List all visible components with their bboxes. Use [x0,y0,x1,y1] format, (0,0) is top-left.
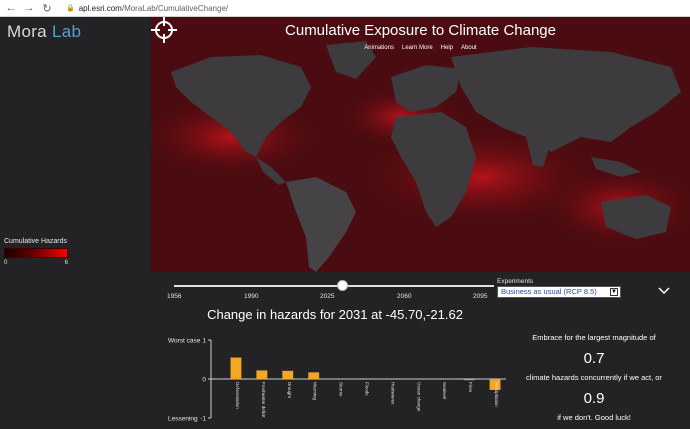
bar-drought [282,370,294,379]
summary-line-1: Embrace for the largest magnitude of [532,333,656,342]
africa-land [391,112,476,227]
category-label: Floods [365,382,370,396]
year-tick: 1990 [244,293,259,300]
north-america-land [171,55,311,157]
summary-value-act: 0.7 [583,350,605,367]
forward-arrow-icon[interactable]: → [23,2,35,14]
bar-precipitation [489,379,501,390]
year-tick: 2025 [320,293,335,300]
reload-icon[interactable]: ↻ [42,2,52,15]
url-host: apl.esri.com [78,3,122,13]
worst-case-label: Worst case [168,338,201,345]
year-slider-handle[interactable] [337,280,348,291]
greenland-land [326,41,376,79]
bar-warming [308,372,320,379]
crosshair-icon[interactable] [151,17,177,43]
lock-icon: 🔒 [66,5,75,12]
brand-name: Mora [7,22,47,41]
world-map[interactable]: Cumulative Exposure to Climate Change An… [151,17,690,272]
category-label: Fires [468,382,473,393]
experiments-label: Experiments [497,278,534,285]
category-label: Sealevel [442,382,447,399]
y-tick-label: 0 [202,377,206,384]
year-tick: 1956 [167,293,182,300]
category-label: Heatwaves [390,382,395,405]
category-label: Deforestation [235,382,240,409]
address-bar[interactable]: 🔒 apl.esri.com /MoraLab/CumulativeChange… [66,4,228,13]
summary-line-3: if we don't. Good luck! [557,413,631,422]
url-path: /MoraLab/CumulativeChange/ [121,3,229,13]
change-title: Change in hazards for 2031 at -45.70,-21… [207,307,463,322]
nav-about[interactable]: About [461,45,477,51]
category-label: Freshwater deficit [261,382,266,418]
category-label: Drought [287,382,292,399]
year-slider-track[interactable] [174,285,494,287]
bar-freshwater-deficit [256,370,268,379]
chevron-down-icon: ▼ [610,288,618,296]
category-label: Warming [313,382,318,400]
lessening-label: Lessening [168,416,198,423]
category-label: Precipitation [494,382,499,407]
legend-max: 6 [64,260,68,266]
bar-deforestation [230,357,242,379]
nav-help[interactable]: Help [440,45,454,51]
brand-suffix: Lab [51,22,82,41]
app: Mora Lab Cumulative Hazards 0 6 [0,17,690,429]
central-america-land [256,157,286,185]
nav-learn-more[interactable]: Learn More [401,45,433,51]
category-label: Ocean change [416,382,421,412]
back-arrow-icon[interactable]: ← [5,2,17,14]
summary-line-2: climate hazards concurrently if we act, … [526,373,662,382]
map-nav: Animations Learn More Help About [151,45,690,51]
legend-ticks: 0 6 [4,260,68,266]
asia-land [451,47,681,152]
experiment-selected: Business as usual (RCP 8.5) [501,287,597,296]
legend-title: Cumulative Hazards [4,238,68,245]
legend-min: 0 [4,260,8,266]
timeline-controls: 1956 1990 2025 2060 2095 Experiments Bus… [151,272,690,312]
summary-value-no-act: 0.9 [583,390,605,407]
brand-logo: Mora Lab [7,22,81,42]
australia-land [601,195,671,239]
year-tick: 2095 [473,293,488,300]
hazard-change-chart: 1 0 -1 Worst case Lessening Deforestation Fres… [168,338,506,423]
nav-animations[interactable]: Animations [364,45,394,51]
europe-land [391,65,461,112]
india-land [526,137,551,167]
south-america-land [286,177,356,272]
year-tick: 2060 [397,293,412,300]
summary-panel: Embrace for the largest magnitude of 0.7… [519,327,669,422]
legend-color-ramp [4,248,68,258]
y-tick-label: 1 [202,338,206,345]
browser-toolbar: ← → ↻ 🔒 apl.esri.com /MoraLab/Cumulative… [0,0,690,17]
category-label: Storms [339,382,344,397]
sidebar: Mora Lab Cumulative Hazards 0 6 [0,17,151,429]
map-title: Cumulative Exposure to Climate Change [285,22,556,39]
map-canvas [151,17,690,272]
hazards-legend: Cumulative Hazards 0 6 [4,238,74,266]
indonesia-land [591,157,641,177]
expand-chevron-icon[interactable] [657,284,671,296]
y-tick-label: -1 [200,416,206,423]
bar-fires [463,379,475,381]
experiment-select[interactable]: Business as usual (RCP 8.5) ▼ [497,286,621,298]
